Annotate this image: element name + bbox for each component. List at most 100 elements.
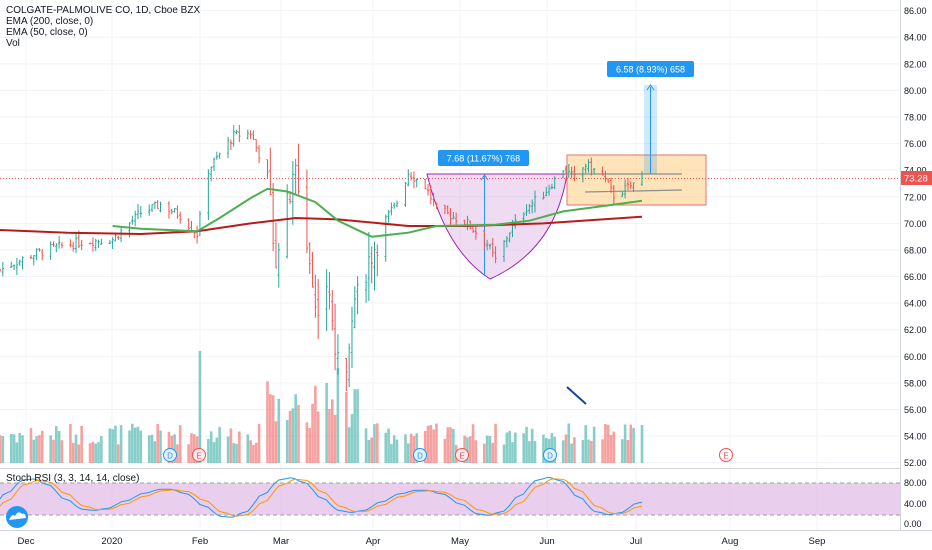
volume-bar bbox=[111, 429, 114, 463]
svg-text:D: D bbox=[417, 452, 423, 461]
price-tick-label: 86.00 bbox=[904, 6, 927, 16]
trend-line-drawing[interactable] bbox=[566, 386, 587, 405]
volume-bar bbox=[415, 433, 419, 463]
indicator-ema50[interactable]: EMA (50, close, 0) bbox=[6, 27, 88, 38]
volume-bar bbox=[412, 436, 416, 463]
volume-bar bbox=[212, 442, 216, 463]
price-tick-label: 58.00 bbox=[904, 378, 927, 388]
event-markers[interactable]: D E D E D E bbox=[163, 448, 733, 462]
volume-bar bbox=[384, 432, 388, 463]
volume-bar bbox=[640, 425, 644, 463]
volume-bar bbox=[620, 439, 624, 463]
volume-bar bbox=[9, 434, 13, 463]
earnings-marker[interactable]: E bbox=[455, 448, 469, 462]
volume-bar bbox=[215, 437, 219, 463]
volume-bar bbox=[209, 431, 213, 463]
volume-bar bbox=[443, 438, 447, 463]
svg-text:E: E bbox=[723, 452, 728, 461]
stoch-rsi-pane[interactable] bbox=[0, 468, 900, 518]
measure-label-cup-text: 7.68 (11.67%) 768 bbox=[447, 154, 520, 164]
volume-bar bbox=[471, 424, 475, 463]
volume-bar bbox=[542, 434, 545, 463]
volume-bar bbox=[564, 434, 568, 463]
measure-label-cup: 7.68 (11.67%) 768 bbox=[438, 150, 529, 166]
volume-bar bbox=[561, 440, 565, 463]
volume-bar bbox=[584, 425, 587, 463]
volume-bar bbox=[446, 427, 450, 463]
volume-bar bbox=[153, 441, 157, 463]
volume-bar bbox=[387, 428, 390, 463]
volume-bar bbox=[426, 425, 430, 463]
volume-bar bbox=[601, 439, 604, 463]
volume-bar bbox=[238, 431, 241, 463]
volume-bar bbox=[159, 430, 162, 463]
volume-bar bbox=[114, 425, 117, 463]
symbol-title[interactable]: COLGATE-PALMOLIVE CO, 1D, Cboe BZX bbox=[6, 5, 201, 16]
dividend-marker[interactable]: D bbox=[413, 448, 427, 462]
volume-bar bbox=[452, 428, 455, 463]
volume-bar bbox=[513, 432, 517, 463]
volume-bar bbox=[297, 404, 300, 463]
stoch-rsi-k-line bbox=[0, 476, 643, 518]
volume-bar bbox=[21, 435, 24, 463]
rsi-axis: 80.00 40.00 0.00 bbox=[904, 478, 927, 529]
volume-bar bbox=[235, 443, 238, 463]
stoch-rsi-legend[interactable]: Stoch RSI (3, 3, 14, 14, close) bbox=[6, 473, 140, 484]
volume-bar bbox=[285, 419, 289, 463]
volume-bar bbox=[232, 443, 236, 463]
volume-bar bbox=[485, 435, 489, 463]
volume-bar bbox=[373, 424, 376, 463]
last-price-label: 73.28 bbox=[901, 171, 932, 185]
volume-bar bbox=[395, 439, 399, 463]
volume-bar bbox=[294, 394, 297, 463]
volume-bar bbox=[525, 426, 528, 463]
ema-50-line bbox=[112, 187, 643, 238]
volume-bar bbox=[178, 425, 182, 463]
indicator-volume[interactable]: Vol bbox=[6, 38, 20, 49]
volume-bar bbox=[139, 430, 143, 463]
volume-bar bbox=[252, 444, 255, 463]
chart-legend: COLGATE-PALMOLIVE CO, 1D, Cboe BZX EMA (… bbox=[6, 5, 200, 49]
handle-rectangle[interactable] bbox=[566, 154, 707, 206]
svg-text:Apr: Apr bbox=[366, 536, 381, 547]
svg-text:E: E bbox=[459, 452, 464, 461]
volume-bar bbox=[587, 439, 590, 463]
dividend-marker[interactable]: D bbox=[163, 448, 177, 462]
volume-bar bbox=[508, 430, 511, 463]
volume-bar bbox=[550, 433, 554, 463]
target-measure[interactable] bbox=[644, 84, 657, 174]
volume-bar bbox=[77, 444, 81, 463]
volume-bar bbox=[632, 428, 635, 463]
volume-bar bbox=[488, 435, 492, 463]
volume-bar bbox=[18, 432, 22, 463]
volume-bar bbox=[218, 426, 221, 463]
dividend-marker[interactable]: D bbox=[543, 448, 557, 462]
price-tick-label: 84.00 bbox=[904, 33, 927, 43]
volume-bar bbox=[573, 437, 576, 463]
volume-bar bbox=[530, 428, 534, 463]
volume-bar bbox=[12, 434, 16, 463]
volume-bar bbox=[249, 440, 252, 463]
volume-bar bbox=[91, 441, 95, 463]
volume-bar bbox=[69, 423, 72, 463]
earnings-marker[interactable]: E bbox=[719, 448, 733, 462]
tradingview-logo-icon[interactable] bbox=[6, 506, 28, 528]
stoch-rsi-d-line bbox=[0, 478, 643, 517]
volume-bar bbox=[308, 427, 312, 463]
indicator-ema200[interactable]: EMA (200, close, 0) bbox=[6, 16, 94, 27]
volume-bar bbox=[150, 434, 154, 463]
volume-bar bbox=[623, 424, 627, 463]
earnings-marker[interactable]: E bbox=[192, 448, 206, 462]
volume-bar bbox=[32, 439, 36, 463]
svg-text:D: D bbox=[547, 452, 553, 461]
volume-bar bbox=[345, 392, 348, 463]
volume-bar bbox=[116, 444, 120, 463]
svg-text:E: E bbox=[196, 452, 201, 461]
volume-bar bbox=[528, 441, 531, 463]
volume-bar bbox=[147, 435, 151, 463]
time-axis[interactable]: Dec 2020 Feb Mar Apr May Jun Jul Aug Sep bbox=[0, 530, 932, 548]
price-tick-label: 60.00 bbox=[904, 352, 927, 362]
volume-bar bbox=[192, 434, 196, 463]
price-axis[interactable]: 86.00 84.00 82.00 80.00 78.00 76.00 74.00 72.00… bbox=[900, 0, 927, 530]
